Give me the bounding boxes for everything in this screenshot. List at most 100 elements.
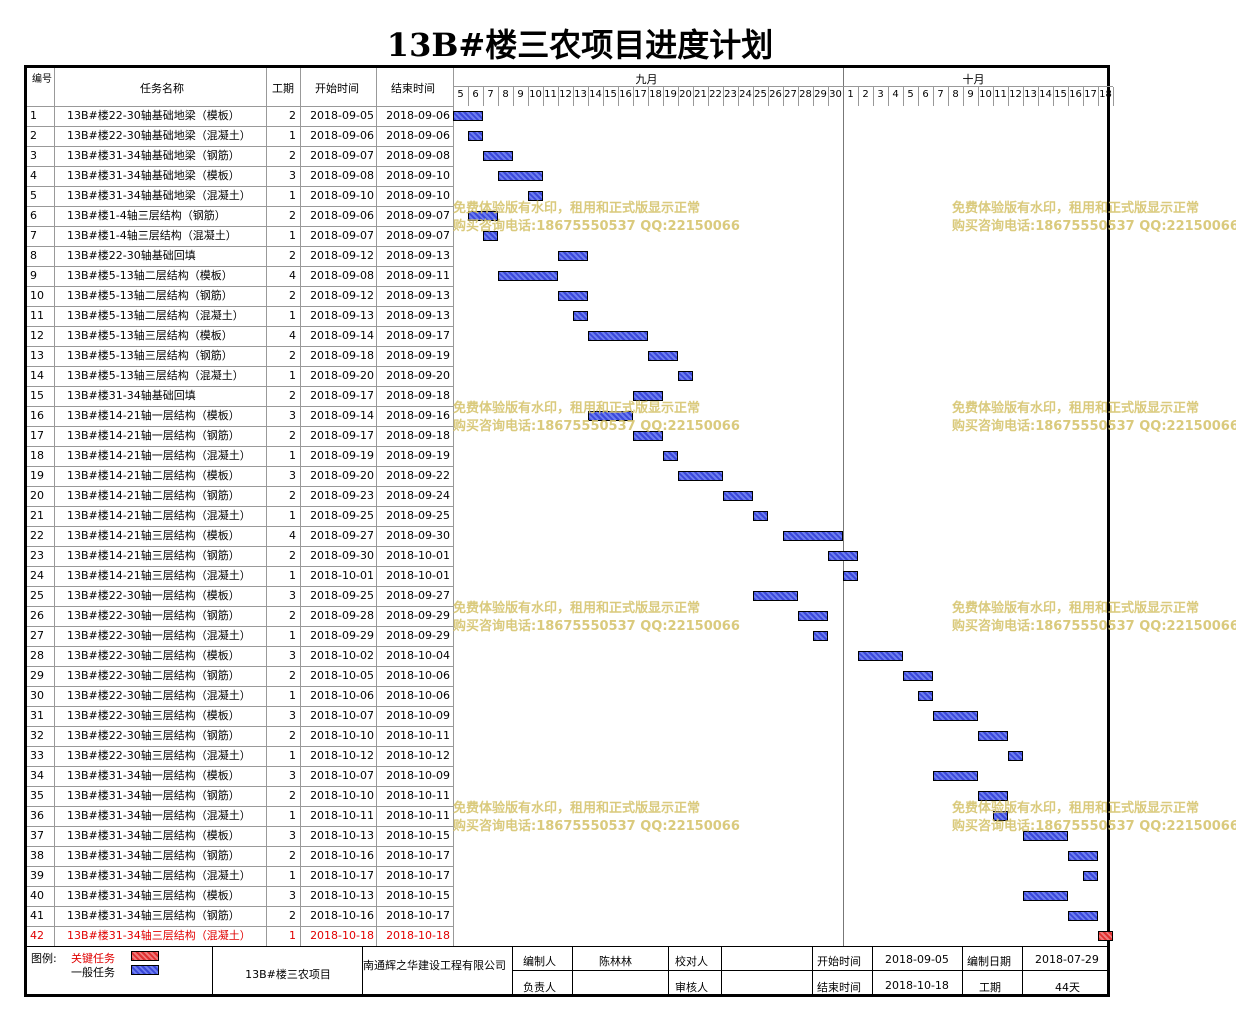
task-start: 2018-10-17 <box>310 869 374 882</box>
day-header-cell: 19 <box>664 89 677 100</box>
legend-critical-swatch <box>131 951 159 961</box>
task-duration: 1 <box>289 929 296 942</box>
table-row: 6 13B#楼1-4轴三层结构（钢筋） 2 2018-09-06 2018-09-07 <box>27 206 453 226</box>
task-no: 11 <box>30 309 44 322</box>
task-duration: 2 <box>289 729 296 742</box>
day-header-cell: 10 <box>979 89 992 100</box>
grid-hline <box>27 146 453 147</box>
day-header-cell: 17 <box>634 89 647 100</box>
task-name: 13B#楼1-4轴三层结构（混凝土） <box>67 229 237 242</box>
task-end: 2018-09-10 <box>386 189 450 202</box>
grid-vline <box>573 87 574 106</box>
table-row: 13 13B#楼5-13轴三层结构（钢筋） 2 2018-09-18 2018-09-1… <box>27 346 453 366</box>
day-header-cell: 21 <box>694 89 707 100</box>
grid-vline <box>828 87 829 106</box>
task-name: 13B#楼5-13轴二层结构（模板） <box>67 269 233 282</box>
gantt-bar <box>678 371 693 381</box>
task-name: 13B#楼31-34轴三层结构（混凝土） <box>67 929 251 942</box>
task-start: 2018-10-01 <box>310 569 374 582</box>
day-header-cell: 18 <box>1099 89 1112 100</box>
table-row: 28 13B#楼22-30轴二层结构（模板） 3 2018-10-02 2018-10-… <box>27 646 453 666</box>
task-end: 2018-10-11 <box>386 809 450 822</box>
task-duration: 2 <box>289 849 296 862</box>
task-name: 13B#楼31-34轴三层结构（钢筋） <box>67 909 240 922</box>
task-start: 2018-09-17 <box>310 429 374 442</box>
task-end: 2018-10-09 <box>386 709 450 722</box>
task-start: 2018-09-20 <box>310 369 374 382</box>
task-start: 2018-10-02 <box>310 649 374 662</box>
task-start: 2018-09-25 <box>310 509 374 522</box>
task-name: 13B#楼5-13轴二层结构（钢筋） <box>67 289 233 302</box>
task-end: 2018-09-22 <box>386 469 450 482</box>
task-name: 13B#楼31-34轴一层结构（模板） <box>67 769 240 782</box>
task-name: 13B#楼22-30轴一层结构（钢筋） <box>67 609 240 622</box>
task-end: 2018-09-13 <box>386 249 450 262</box>
grid-hline <box>27 366 453 367</box>
task-name: 13B#楼22-30轴一层结构（模板） <box>67 589 240 602</box>
grid-vline <box>963 87 964 106</box>
task-name: 13B#楼22-30轴基础地梁（混凝土） <box>67 129 251 142</box>
task-end: 2018-10-12 <box>386 749 450 762</box>
grid-hline <box>27 166 453 167</box>
task-no: 35 <box>30 789 44 802</box>
task-duration: 1 <box>289 809 296 822</box>
task-no: 23 <box>30 549 44 562</box>
gantt-bar <box>633 391 663 401</box>
task-name: 13B#楼31-34轴一层结构（钢筋） <box>67 789 240 802</box>
task-end: 2018-09-18 <box>386 429 450 442</box>
task-duration: 3 <box>289 469 296 482</box>
legend-normal-label: 一般任务 <box>71 966 115 979</box>
task-duration: 2 <box>289 389 296 402</box>
task-name: 13B#楼31-34轴基础地梁（混凝土） <box>67 189 251 202</box>
grid-hline <box>27 806 453 807</box>
task-duration: 1 <box>289 569 296 582</box>
task-start: 2018-10-12 <box>310 749 374 762</box>
task-end: 2018-09-06 <box>386 129 450 142</box>
task-start: 2018-09-06 <box>310 209 374 222</box>
task-start: 2018-09-06 <box>310 129 374 142</box>
grid-vline <box>1038 87 1039 106</box>
task-end: 2018-09-24 <box>386 489 450 502</box>
table-row: 1 13B#楼22-30轴基础地梁（模板） 2 2018-09-05 2018-09-0… <box>27 106 453 126</box>
task-start: 2018-09-18 <box>310 349 374 362</box>
task-duration: 2 <box>289 289 296 302</box>
day-header-cell: 16 <box>1069 89 1082 100</box>
task-end: 2018-09-17 <box>386 329 450 342</box>
grid-hline <box>27 946 1107 947</box>
day-header-cell: 2 <box>862 89 869 100</box>
reviewer-label: 审核人 <box>675 981 708 994</box>
task-end: 2018-10-11 <box>386 729 450 742</box>
table-row: 41 13B#楼31-34轴三层结构（钢筋） 2 2018-10-16 2018-10-… <box>27 906 453 926</box>
grid-vline <box>300 68 301 946</box>
company-name: 南通辉之华建设工程有限公司 <box>363 959 506 972</box>
day-header-cell: 29 <box>814 89 827 100</box>
task-no: 4 <box>30 169 37 182</box>
grid-hline <box>27 626 453 627</box>
grid-hline <box>27 546 453 547</box>
grid-vline <box>1023 87 1024 106</box>
task-duration: 2 <box>289 489 296 502</box>
task-start: 2018-10-10 <box>310 729 374 742</box>
table-row: 2 13B#楼22-30轴基础地梁（混凝土） 1 2018-09-06 2018-09-… <box>27 126 453 146</box>
grid-vline <box>1083 87 1084 106</box>
gantt-bar <box>1098 931 1113 941</box>
task-start: 2018-10-16 <box>310 849 374 862</box>
task-start: 2018-10-07 <box>310 769 374 782</box>
gantt-bar <box>498 271 558 281</box>
task-duration: 3 <box>289 709 296 722</box>
grid-vline <box>888 87 889 106</box>
grid-vline <box>1068 87 1069 106</box>
task-start: 2018-09-17 <box>310 389 374 402</box>
gantt-bar <box>828 551 858 561</box>
grid-hline <box>27 386 453 387</box>
task-no: 26 <box>30 609 44 622</box>
task-no: 32 <box>30 729 44 742</box>
task-start: 2018-09-07 <box>310 149 374 162</box>
table-row: 42 13B#楼31-34轴三层结构（混凝土） 1 2018-10-18 2018-10… <box>27 926 453 946</box>
grid-vline <box>513 87 514 106</box>
day-header-cell: 23 <box>724 89 737 100</box>
task-duration: 3 <box>289 589 296 602</box>
day-header-cell: 16 <box>619 89 632 100</box>
month-oct: 十月 <box>962 73 985 86</box>
grid-vline <box>783 87 784 106</box>
